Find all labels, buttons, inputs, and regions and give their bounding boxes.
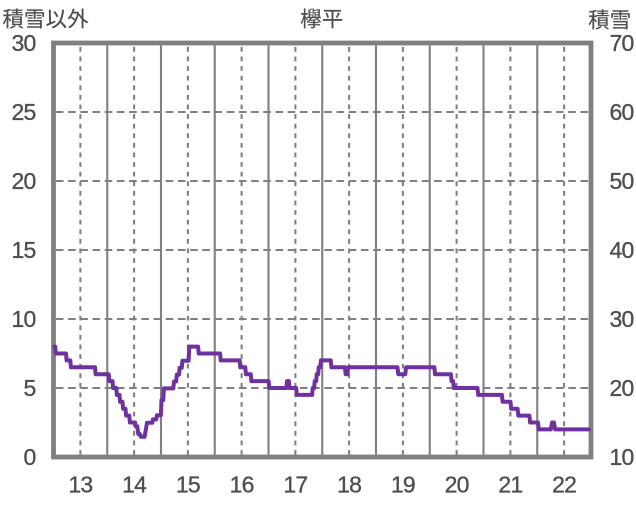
svg-text:0: 0	[24, 444, 36, 470]
svg-text:18: 18	[337, 472, 361, 498]
svg-text:13: 13	[68, 472, 92, 498]
svg-text:19: 19	[391, 472, 415, 498]
svg-text:10: 10	[12, 306, 36, 332]
svg-text:30: 30	[610, 306, 634, 332]
svg-text:60: 60	[610, 99, 634, 125]
svg-text:17: 17	[283, 472, 307, 498]
svg-text:20: 20	[610, 375, 634, 401]
svg-text:22: 22	[552, 472, 576, 498]
svg-text:20: 20	[445, 472, 469, 498]
svg-text:50: 50	[610, 168, 634, 194]
svg-text:40: 40	[610, 237, 634, 263]
svg-text:14: 14	[122, 472, 147, 498]
svg-text:16: 16	[230, 472, 254, 498]
svg-text:30: 30	[12, 30, 36, 56]
svg-text:15: 15	[12, 237, 36, 263]
svg-text:20: 20	[12, 168, 36, 194]
svg-text:10: 10	[610, 444, 634, 470]
svg-text:5: 5	[24, 375, 36, 401]
svg-text:25: 25	[12, 99, 36, 125]
svg-text:21: 21	[498, 472, 522, 498]
svg-text:15: 15	[176, 472, 200, 498]
svg-text:70: 70	[610, 30, 634, 56]
